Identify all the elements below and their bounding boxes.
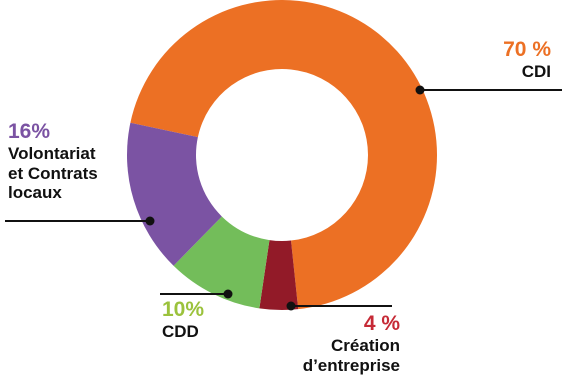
slice-cdd: [173, 216, 270, 309]
percent-label-cdd: 10%: [162, 298, 205, 321]
label-cdi: 70 % CDI: [503, 38, 551, 82]
category-label-volontariat-line3: locaux: [8, 183, 62, 203]
slice-cdi: [130, 0, 437, 310]
percent-label-creation-entreprise: 4 %: [363, 312, 400, 335]
leader-dot-cdd: [223, 289, 233, 299]
slice-creation-d-entreprise: [259, 240, 299, 310]
leader-dot-volontariat: [145, 216, 155, 226]
category-label-creation-line2: d’entreprise: [302, 355, 400, 375]
label-cdd: 10% CDD: [162, 298, 204, 342]
percent-label-cdi: 70 %: [503, 38, 551, 61]
category-label-cdi: CDI: [521, 62, 551, 82]
leader-lines: [5, 85, 562, 311]
donut-slices: [127, 0, 437, 310]
category-label-cdd: CDD: [162, 322, 199, 342]
category-label-volontariat-line2: et Contrats: [8, 163, 98, 183]
category-label-volontariat-line1: Volontariat: [8, 144, 96, 164]
leader-dot-creation: [286, 301, 296, 311]
slice-volontariat-et-contrats-locaux: [127, 122, 222, 266]
label-creation-entreprise: 4 % Création d’entreprise: [303, 312, 400, 375]
category-label-creation-line1: Création: [331, 336, 400, 356]
label-volontariat: 16% Volontariat et Contrats locaux: [8, 120, 98, 203]
percent-label-volontariat: 16%: [8, 120, 51, 143]
leader-dot-cdi: [415, 85, 425, 95]
